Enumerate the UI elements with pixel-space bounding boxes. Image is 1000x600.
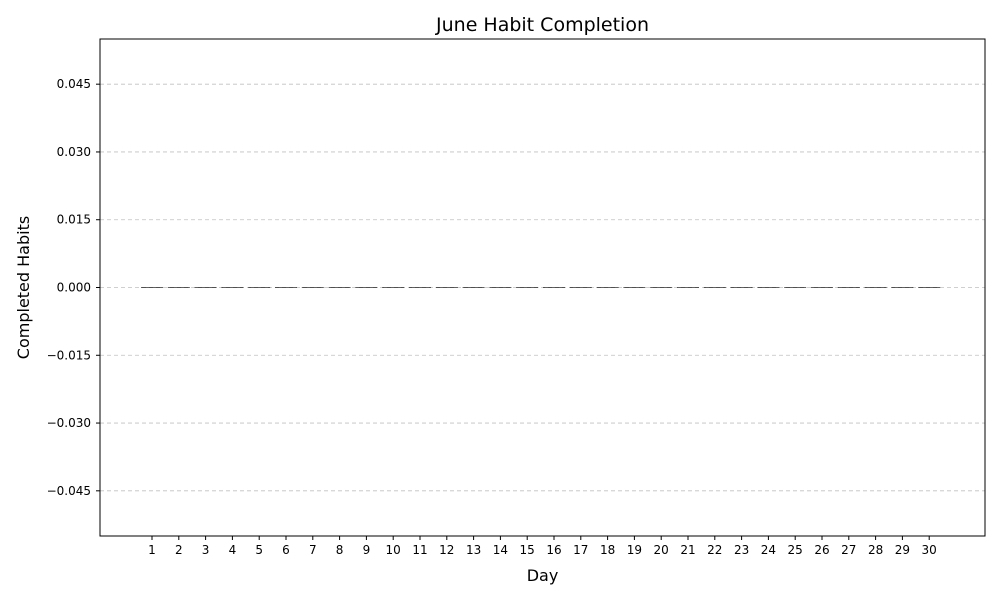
x-tick-label: 1 bbox=[148, 543, 156, 557]
x-tick-label: 12 bbox=[439, 543, 454, 557]
x-tick-label: 10 bbox=[386, 543, 401, 557]
x-tick-label: 6 bbox=[282, 543, 290, 557]
x-tick-label: 9 bbox=[363, 543, 371, 557]
x-tick-label: 29 bbox=[895, 543, 910, 557]
x-tick-label: 26 bbox=[814, 543, 829, 557]
x-tick-label: 5 bbox=[255, 543, 263, 557]
y-tick-label: 0.000 bbox=[57, 281, 91, 295]
x-tick-label: 24 bbox=[761, 543, 776, 557]
x-tick-label: 3 bbox=[202, 543, 210, 557]
x-tick-label: 28 bbox=[868, 543, 883, 557]
x-tick-label: 2 bbox=[175, 543, 183, 557]
x-tick-label: 22 bbox=[707, 543, 722, 557]
x-tick-label: 21 bbox=[680, 543, 695, 557]
x-tick-label: 23 bbox=[734, 543, 749, 557]
x-tick-label: 15 bbox=[520, 543, 535, 557]
y-tick-label: 0.015 bbox=[57, 213, 91, 227]
chart-title: June Habit Completion bbox=[435, 14, 649, 36]
y-tick-label: −0.015 bbox=[47, 348, 91, 362]
x-tick-label: 14 bbox=[493, 543, 508, 557]
y-axis: −0.045 −0.030 −0.015 0.000 0.015 0.030 0.045 bbox=[47, 77, 100, 498]
y-tick-label: −0.045 bbox=[47, 484, 91, 498]
x-tick-label: 25 bbox=[788, 543, 803, 557]
x-tick-label: 17 bbox=[573, 543, 588, 557]
x-axis: 1 2 3 4 5 6 7 8 9 10 11 12 13 14 15 16 17 18 19 20 21 22 23 24 2… bbox=[148, 536, 937, 557]
x-tick-label: 16 bbox=[546, 543, 561, 557]
x-tick-label: 11 bbox=[412, 543, 427, 557]
x-tick-label: 20 bbox=[654, 543, 669, 557]
x-tick-label: 18 bbox=[600, 543, 615, 557]
y-tick-label: 0.045 bbox=[57, 77, 91, 91]
x-tick-label: 7 bbox=[309, 543, 317, 557]
x-tick-label: 30 bbox=[922, 543, 937, 557]
grid-lines bbox=[100, 83, 985, 492]
y-tick-label: −0.030 bbox=[47, 416, 91, 430]
x-tick-label: 8 bbox=[336, 543, 344, 557]
y-axis-title: Completed Habits bbox=[14, 216, 33, 359]
x-tick-label: 13 bbox=[466, 543, 481, 557]
x-axis-title: Day bbox=[527, 566, 559, 585]
x-tick-label: 27 bbox=[841, 543, 856, 557]
y-tick-label: 0.030 bbox=[57, 145, 91, 159]
x-tick-label: 4 bbox=[229, 543, 237, 557]
x-tick-label: 19 bbox=[627, 543, 642, 557]
